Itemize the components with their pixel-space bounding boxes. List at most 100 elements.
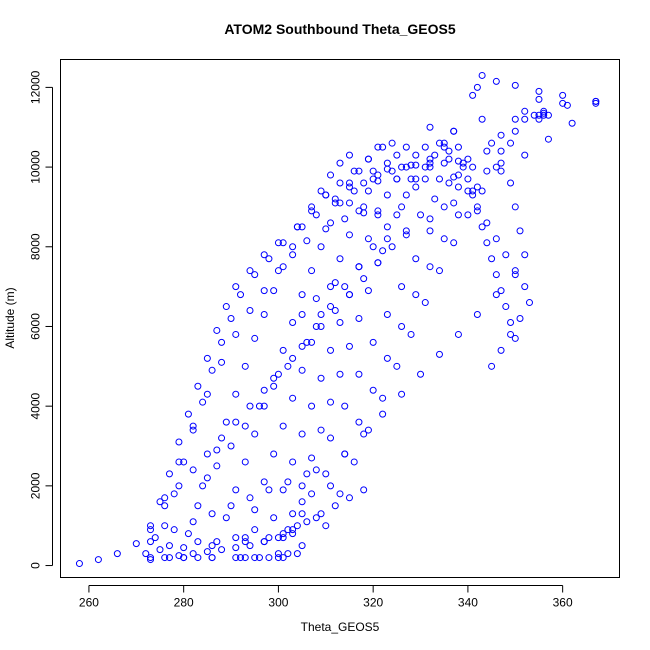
- data-point: [260, 251, 268, 259]
- data-point: [492, 271, 500, 279]
- data-point: [312, 466, 320, 474]
- data-point: [327, 482, 335, 490]
- data-point: [360, 430, 368, 438]
- data-point: [431, 151, 439, 159]
- data-point: [189, 422, 197, 430]
- data-point: [374, 143, 382, 151]
- data-point: [360, 179, 368, 187]
- data-point: [407, 330, 415, 338]
- data-point: [203, 450, 211, 458]
- data-point: [383, 311, 391, 319]
- data-point: [289, 318, 297, 326]
- data-point: [94, 556, 102, 564]
- data-point: [147, 554, 155, 562]
- data-point: [592, 97, 600, 105]
- data-point: [497, 346, 505, 354]
- data-point: [232, 486, 240, 494]
- data-point: [459, 159, 467, 167]
- data-point: [180, 544, 188, 552]
- data-point: [350, 187, 358, 195]
- data-point: [412, 161, 420, 169]
- data-point: [208, 510, 216, 518]
- data-point: [492, 163, 500, 171]
- data-point: [293, 550, 301, 558]
- data-point: [336, 179, 344, 187]
- data-point: [336, 199, 344, 207]
- data-point: [469, 91, 477, 99]
- data-point: [521, 283, 529, 291]
- data-point: [507, 330, 515, 338]
- data-point: [251, 526, 259, 534]
- data-point: [241, 534, 249, 542]
- data-point: [165, 554, 173, 562]
- data-point: [345, 199, 353, 207]
- x-axis-label: Theta_GEOS5: [301, 620, 380, 634]
- data-point: [511, 271, 519, 279]
- data-point: [345, 151, 353, 159]
- data-point: [279, 486, 287, 494]
- x-tick-label: 360: [553, 596, 573, 610]
- data-point: [180, 554, 188, 562]
- data-point: [402, 227, 410, 235]
- data-point: [345, 231, 353, 239]
- data-point: [189, 550, 197, 558]
- data-point: [175, 458, 183, 466]
- data-point: [227, 502, 235, 510]
- data-point: [421, 299, 429, 307]
- data-point: [308, 207, 316, 215]
- data-point: [246, 307, 254, 315]
- data-point: [194, 538, 202, 546]
- data-point: [331, 279, 339, 287]
- data-point: [336, 255, 344, 263]
- data-point: [232, 544, 240, 552]
- data-point: [75, 560, 83, 568]
- data-point: [497, 287, 505, 295]
- data-point: [203, 354, 211, 362]
- chart-title: ATOM2 Southbound Theta_GEOS5: [224, 21, 455, 37]
- data-point: [374, 177, 382, 185]
- data-point: [218, 358, 226, 366]
- data-point: [232, 390, 240, 398]
- data-point: [317, 243, 325, 251]
- data-point: [445, 147, 453, 155]
- data-point: [469, 163, 477, 171]
- data-point: [293, 223, 301, 231]
- data-point: [289, 458, 297, 466]
- data-point: [279, 346, 287, 354]
- data-point: [274, 239, 282, 247]
- data-point: [208, 366, 216, 374]
- data-point: [511, 115, 519, 123]
- y-tick-label: 10000: [29, 150, 43, 184]
- data-point: [265, 554, 273, 562]
- data-point: [473, 183, 481, 191]
- data-point: [388, 167, 396, 175]
- data-point: [379, 143, 387, 151]
- data-point: [398, 203, 406, 211]
- data-point: [345, 179, 353, 187]
- data-point: [364, 155, 372, 163]
- data-point: [194, 382, 202, 390]
- data-point: [322, 225, 330, 233]
- data-point: [379, 394, 387, 402]
- data-point: [511, 334, 519, 342]
- data-point: [440, 203, 448, 211]
- data-point: [184, 530, 192, 538]
- data-point: [421, 163, 429, 171]
- data-point: [364, 287, 372, 295]
- data-point: [473, 203, 481, 211]
- data-point: [383, 165, 391, 173]
- data-point: [393, 175, 401, 183]
- data-point: [151, 534, 159, 542]
- data-point: [535, 115, 543, 123]
- data-point: [260, 402, 268, 410]
- data-point: [327, 283, 335, 291]
- data-point: [237, 554, 245, 562]
- data-point: [360, 275, 368, 283]
- data-point: [502, 303, 510, 311]
- data-point: [440, 159, 448, 167]
- data-point: [156, 546, 164, 554]
- data-point: [445, 155, 453, 163]
- data-point: [165, 470, 173, 478]
- data-point: [521, 115, 529, 123]
